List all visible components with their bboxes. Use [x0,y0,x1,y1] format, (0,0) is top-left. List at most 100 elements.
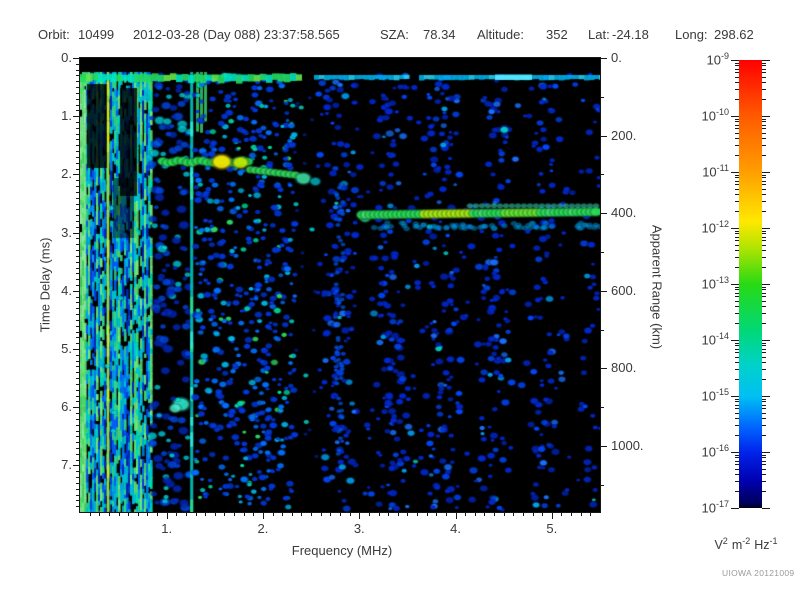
tick-mark [76,500,80,502]
colorbar-tick-mark [731,396,739,397]
colorbar-tick-mark [735,379,739,381]
tick-mark [76,63,80,65]
colorbar-tick-mark [735,76,739,78]
colorbar-tick-mark [762,230,766,232]
tick-mark [465,512,467,516]
tick-mark [320,512,322,516]
tick-mark [76,366,80,368]
tick-mark [76,238,80,240]
colorbar-tick-mark [762,194,766,196]
tick-mark [205,512,207,516]
tick-mark [76,296,80,298]
tick-mark [551,512,553,516]
colorbar-tick-mark [762,82,766,84]
colorbar-tick-mark [762,172,770,173]
tick-mark [76,110,80,112]
tick-mark [359,512,361,516]
tick-mark [76,337,80,339]
tick-mark [76,203,80,205]
colorbar-tick-mark [762,72,766,74]
altitude-label: Altitude: [477,27,524,42]
colorbar-tick-mark [762,452,770,453]
y-left-tick-label: 3. [61,224,72,240]
colorbar-tick-mark [735,323,739,325]
tick-mark [176,512,178,516]
y-right-tick-label: 800. [611,360,637,376]
colorbar-tick-mark [762,233,766,235]
tick-mark [76,325,80,327]
colorbar-tick-mark [735,267,739,269]
colorbar-tick-mark [762,425,766,427]
tick-mark [600,58,607,59]
tick-mark [76,215,80,217]
colorbar-tick-mark [731,228,739,229]
tick-mark [600,407,604,409]
colorbar-tick-mark [762,118,766,120]
colorbar-tick-mark [762,132,766,134]
tick-mark [89,512,91,516]
colorbar-tick-mark [735,362,739,364]
colorbar-tick-mark [735,233,739,235]
tick-mark [340,512,341,516]
colorbar-tick-mark [762,286,766,288]
tick-mark [600,252,604,254]
tick-mark [349,512,351,516]
tick-mark [600,484,604,486]
lat-label: Lat: [588,27,610,42]
colorbar-tick-mark [762,356,766,358]
tick-mark [388,512,390,516]
tick-mark [76,133,80,135]
colorbar-tick-mark [762,211,766,213]
tick-mark [76,98,80,100]
colorbar-tick-mark [762,250,766,252]
tick-mark [76,506,80,508]
tick-mark [76,471,80,473]
lat-value: -24.18 [612,27,649,42]
colorbar-tick-mark [735,188,739,190]
colorbar-tick-mark [762,240,766,242]
colorbar-tick-mark [735,184,739,186]
colorbar-tick-mark [735,99,739,101]
orbit-value: 10499 [78,27,115,42]
colorbar-tick-mark [762,398,766,400]
tick-mark [407,512,409,516]
tick-mark [76,418,80,420]
colorbar-tick-mark [735,121,739,123]
tick-mark [600,368,604,370]
colorbar-tick-mark [762,180,766,182]
spectrogram-canvas [80,58,600,512]
tick-mark [214,512,216,516]
colorbar-tick-mark [735,345,739,347]
colorbar-tick-mark [762,174,766,176]
credit-text: UIOWA 20121009 [722,568,795,578]
sza-label: SZA: [380,27,409,42]
colorbar-tick-mark [735,230,739,232]
tick-mark [76,349,80,351]
tick-mark [600,213,604,215]
colorbar-tick-mark [762,121,766,123]
long-value: 298.62 [714,27,754,42]
colorbar-tick-mark [735,174,739,176]
tick-mark [522,512,524,516]
colorbar-tick-mark [735,481,739,483]
tick-mark [76,162,80,164]
tick-mark [76,151,80,153]
tick-mark [76,372,80,374]
colorbar-tick-mark [762,236,766,238]
tick-mark [76,255,80,257]
y-right-tick-label: 400. [611,205,637,221]
tick-mark [494,512,496,516]
colorbar-tick-mark [735,68,739,70]
colorbar-tick-mark [735,145,739,147]
tick-mark [474,512,476,516]
colorbar-tick-mark [762,457,766,459]
colorbar-tick-mark [762,348,766,350]
colorbar-tick-mark [762,404,766,406]
colorbar-tick-mark [762,300,766,302]
colorbar-tick-mark [762,244,766,246]
colorbar-tick-mark [762,474,766,476]
colorbar-tick-label: 10-14 [701,331,729,348]
tick-mark [76,180,80,182]
tick-mark [590,512,592,516]
colorbar-tick-mark [762,128,766,130]
